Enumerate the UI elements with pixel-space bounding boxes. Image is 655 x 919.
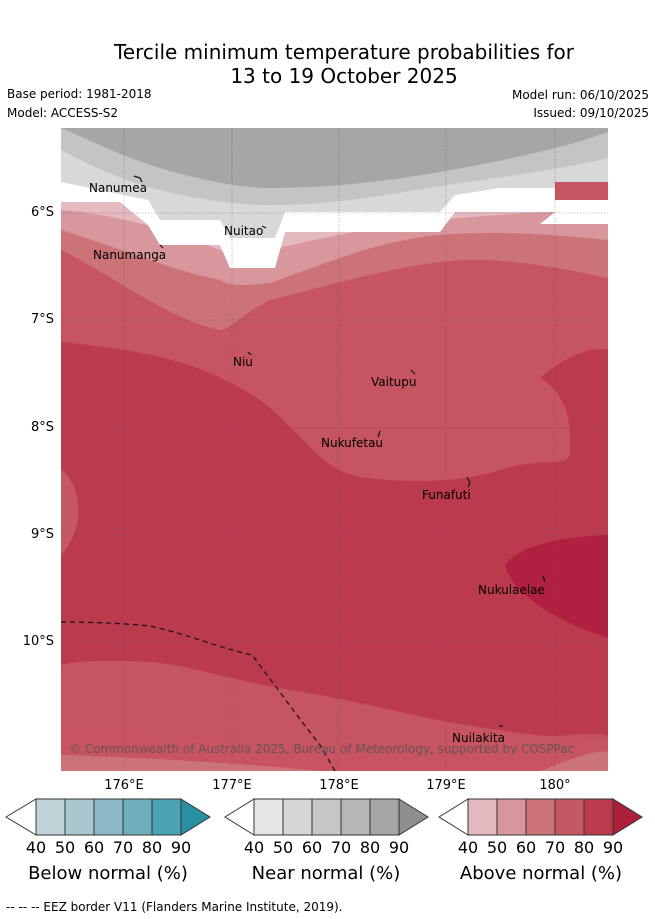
colorbar-above-normal-bin-50	[496, 798, 527, 836]
place-nuitao: Nuitao	[224, 224, 264, 238]
colorbar-below-normal	[5, 798, 211, 836]
above-normal-lower-edge	[61, 725, 608, 771]
place-niu: Niu	[233, 355, 253, 369]
colorbar-near-normal-bin-40	[253, 798, 284, 836]
tick-label: 90	[170, 838, 192, 857]
tick-label: 50	[486, 838, 508, 857]
tick-label: 60	[301, 838, 323, 857]
tick-label: 70	[112, 838, 134, 857]
base-period: Base period: 1981-2018	[7, 87, 152, 101]
model-run-date: Model run: 06/10/2025	[511, 88, 649, 102]
colorbar-near-normal-bin-60	[311, 798, 342, 836]
colorbar-near-normal	[224, 798, 429, 836]
tick-label: 80	[141, 838, 163, 857]
lat-label-6s: 6°S	[30, 205, 54, 220]
issued-date: Issued: 09/10/2025	[533, 106, 649, 120]
map-title-line-2: 13 to 19 October 2025	[230, 64, 458, 88]
colorbar-below-normal-bin-50	[64, 798, 95, 836]
place-nanumea: Nanumea	[89, 181, 147, 195]
colorbar-near-normal-bin-80	[369, 798, 400, 836]
colorbar-above-normal-label: Above normal (%)	[459, 863, 623, 884]
island-marks	[133, 175, 546, 727]
colorbar-above-normal	[438, 798, 643, 836]
near-normal-70-band	[61, 128, 608, 188]
map-title-line-1: Tercile minimum temperature probabilitie…	[113, 40, 575, 64]
lon-label-177e: 177°E	[212, 778, 252, 793]
place-funafuti: Funafuti	[422, 488, 471, 502]
above-normal-70-region	[61, 342, 608, 740]
above-normal-40-corner	[61, 755, 320, 771]
place-vaitupu: Vaitupu	[371, 375, 417, 389]
colorbar-above-normal-bin-70	[554, 798, 585, 836]
colorbar-above-normal-high-arrow	[612, 798, 643, 836]
place-nukufetau: Nukufetau	[321, 436, 384, 450]
eez-border	[60, 621, 336, 772]
eez-border-legend: -- -- -- EEZ border V11 (Flanders Marine…	[6, 900, 343, 914]
colorbar-near-normal-bin-70	[340, 798, 371, 836]
colorbar-above-normal-bin-40	[467, 798, 498, 836]
tick-label: 50	[54, 838, 76, 857]
colorbar-near-normal-high-arrow	[398, 798, 429, 836]
tick-label: 90	[602, 838, 624, 857]
tick-label: 60	[515, 838, 537, 857]
lon-label-180: 180°	[539, 778, 571, 793]
colorbar-near-normal-label: Near normal (%)	[251, 863, 401, 884]
tick-label: 80	[359, 838, 381, 857]
lon-label-178e: 178°E	[319, 778, 359, 793]
colorbar-below-normal-high-arrow	[180, 798, 211, 836]
tick-label: 60	[83, 838, 105, 857]
colorbar-below-normal-bin-40	[35, 798, 66, 836]
grid-lines	[61, 128, 608, 771]
copyright-notice: © Commonwealth of Australia 2025, Bureau…	[69, 742, 575, 756]
colorbar-above-normal-bin-60	[525, 798, 556, 836]
colorbar-above-normal-low-arrow	[438, 798, 469, 836]
above-normal-40-corner-right	[540, 751, 608, 771]
colorbar-below-normal-bin-60	[93, 798, 124, 836]
tick-label: 90	[388, 838, 410, 857]
colorbar-above-normal-bin-80	[583, 798, 614, 836]
tick-label: 40	[25, 838, 47, 857]
lon-label-176e: 176°E	[104, 778, 144, 793]
colorbar-near-normal-bin-50	[282, 798, 313, 836]
lat-label-7s: 7°S	[30, 312, 54, 327]
colorbar-near-normal-low-arrow	[224, 798, 255, 836]
colorbar-below-normal-bin-80	[151, 798, 182, 836]
model-name: Model: ACCESS-S2	[7, 106, 119, 120]
lat-label-9s: 9°S	[30, 527, 54, 542]
place-nukulaelae: Nukulaelae	[478, 583, 545, 597]
tick-label: 40	[457, 838, 479, 857]
place-nuilakita: Nuilakita	[452, 731, 505, 745]
tick-label: 50	[272, 838, 294, 857]
tick-label: 40	[243, 838, 265, 857]
tick-label: 70	[544, 838, 566, 857]
place-nanumanga: Nanumanga	[93, 248, 167, 262]
tick-label: 80	[573, 838, 595, 857]
lat-label-10s: 10°S	[22, 634, 54, 649]
above-normal-60-patch	[61, 470, 79, 555]
lat-label-8s: 8°S	[30, 420, 54, 435]
tick-label: 70	[330, 838, 352, 857]
lon-label-179e: 179°E	[426, 778, 466, 793]
colorbar-below-normal-label: Below normal (%)	[28, 863, 188, 884]
colorbar-below-normal-low-arrow	[5, 798, 37, 836]
colorbar-below-normal-bin-70	[122, 798, 153, 836]
above-normal-80-region	[505, 535, 608, 638]
